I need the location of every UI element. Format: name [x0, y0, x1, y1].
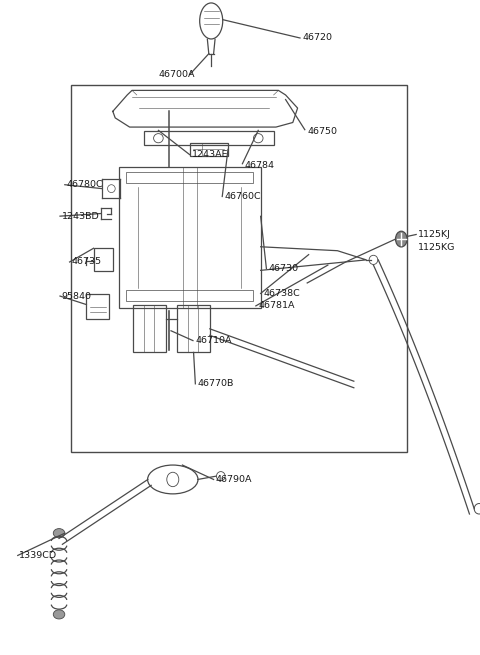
Text: 1125KG: 1125KG — [418, 243, 455, 252]
Text: 46700A: 46700A — [158, 70, 195, 79]
Bar — [126, 172, 253, 183]
Ellipse shape — [53, 529, 65, 538]
Ellipse shape — [53, 610, 65, 619]
Text: 46770B: 46770B — [198, 379, 234, 388]
Text: 46730: 46730 — [269, 264, 299, 273]
Text: 1243BD: 1243BD — [61, 212, 99, 221]
Bar — [144, 131, 274, 145]
Text: 46710A: 46710A — [196, 336, 232, 345]
Bar — [133, 305, 166, 352]
Text: 95840: 95840 — [61, 291, 91, 301]
Bar — [177, 305, 210, 352]
Bar — [126, 290, 253, 301]
Bar — [86, 294, 109, 319]
Text: 46790A: 46790A — [216, 475, 252, 484]
Bar — [94, 248, 113, 271]
Text: 46781A: 46781A — [258, 301, 295, 310]
Text: 1125KJ: 1125KJ — [418, 230, 450, 239]
Bar — [71, 85, 407, 452]
Text: 46760C: 46760C — [225, 192, 261, 201]
Bar — [119, 167, 261, 308]
Bar — [190, 143, 228, 156]
Text: 46784: 46784 — [245, 160, 275, 170]
Text: 46720: 46720 — [302, 33, 332, 43]
Text: 46738C: 46738C — [263, 289, 300, 298]
Ellipse shape — [396, 231, 407, 247]
Text: 1339CD: 1339CD — [19, 551, 57, 560]
Text: 46735: 46735 — [71, 257, 101, 267]
Text: 1243AE: 1243AE — [192, 150, 228, 159]
Text: 46750: 46750 — [307, 126, 337, 136]
Text: 46780C: 46780C — [66, 180, 103, 189]
